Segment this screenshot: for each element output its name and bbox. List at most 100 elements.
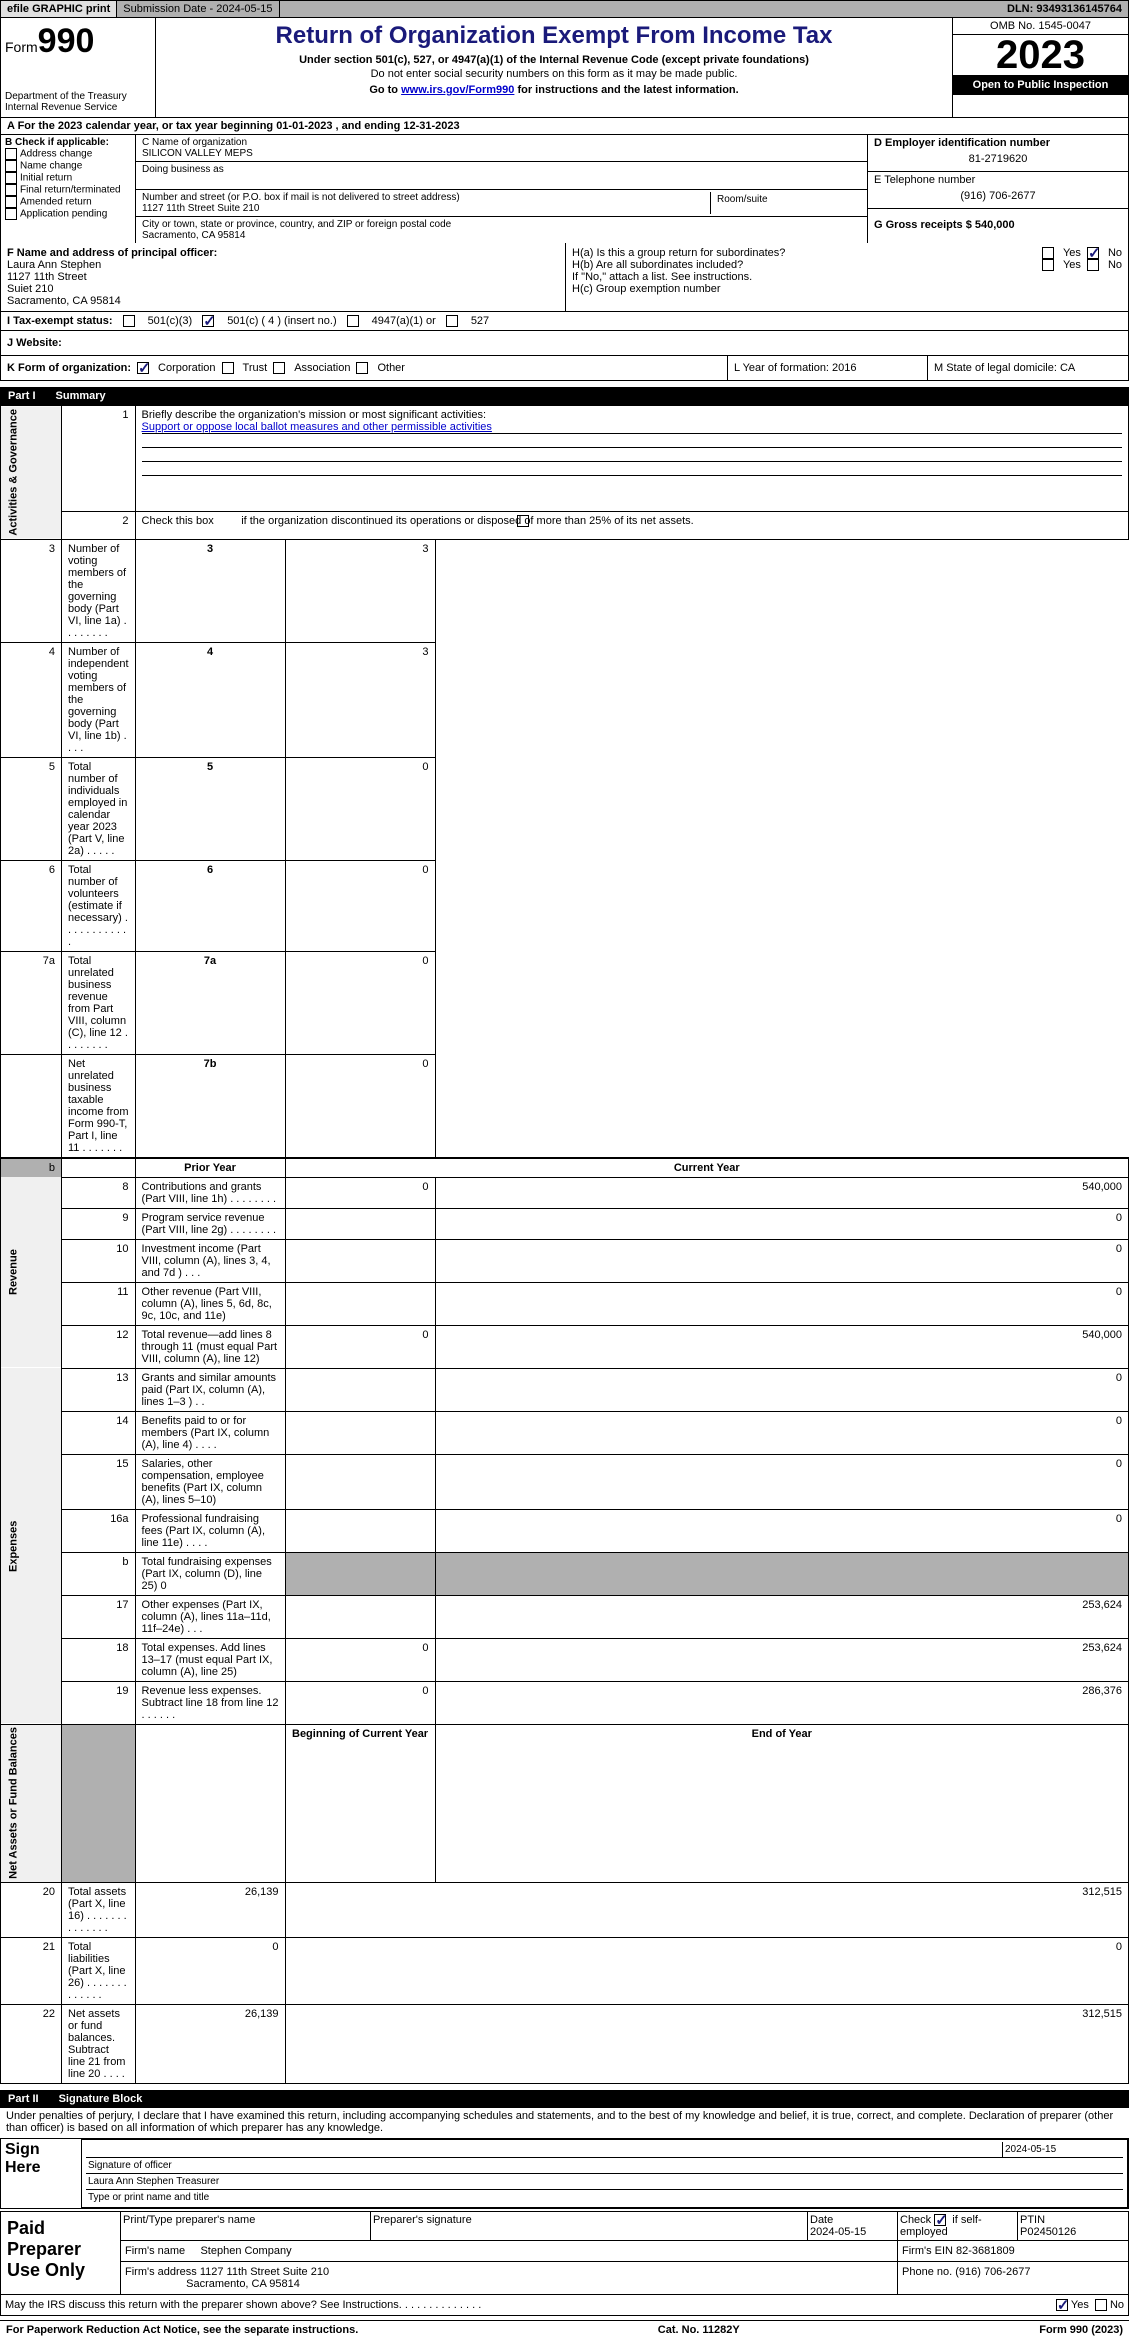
irs-link[interactable]: www.irs.gov/Form990 [401,84,514,96]
hb-note: If "No," attach a list. See instructions… [572,271,1122,283]
prior-value [285,1208,435,1239]
summary-table: Activities & Governance 1 Briefly descri… [0,405,1129,2084]
org-name: SILICON VALLEY MEPS [142,148,861,159]
k-corp[interactable] [137,362,149,374]
colb-item: Amended return [5,196,131,208]
k-trust[interactable] [222,362,234,374]
public-inspection: Open to Public Inspection [953,75,1128,95]
hb-yes[interactable] [1042,259,1054,271]
ha-yes[interactable] [1042,247,1054,259]
ptin-value: P02450126 [1020,2226,1076,2238]
end-value: 312,515 [285,2005,1128,2084]
colb-checkbox[interactable] [5,160,17,172]
tax-527[interactable] [446,315,458,327]
dln: DLN: 93493136145764 [1001,1,1128,17]
line2-text: Check this box if the organization disco… [135,512,1128,539]
prior-value [285,1454,435,1509]
tax-501c[interactable] [202,315,214,327]
summary-line: Revenue less expenses. Subtract line 18 … [135,1681,285,1724]
form-title: Return of Organization Exempt From Incom… [160,22,948,50]
colb-item: Address change [5,148,131,160]
summary-line: Net unrelated business taxable income fr… [62,1054,136,1158]
summary-line: Other revenue (Part VIII, column (A), li… [135,1282,285,1325]
officer-addr1: 1127 11th Street [7,271,559,283]
colb-checkbox[interactable] [5,148,17,160]
colb-item: Name change [5,160,131,172]
summary-line: Other expenses (Part IX, column (A), lin… [135,1595,285,1638]
prior-value [285,1239,435,1282]
street-value: 1127 11th Street Suite 210 [142,203,710,214]
colb-checkbox[interactable] [5,208,17,220]
colb-item: Final return/terminated [5,184,131,196]
part1-header: Part ISummary [0,387,1129,405]
summary-value: 0 [285,757,435,860]
summary-line: Professional fundraising fees (Part IX, … [135,1509,285,1552]
tax-year: 2023 [953,35,1128,75]
current-value: 253,624 [435,1595,1128,1638]
summary-line: Number of voting members of the governin… [62,539,136,642]
colb-checkbox[interactable] [5,184,17,196]
summary-line: Total revenue—add lines 8 through 11 (mu… [135,1325,285,1368]
name-label: C Name of organization [142,137,861,148]
current-value: 0 [435,1282,1128,1325]
summary-line: Net assets or fund balances. Subtract li… [62,2005,136,2084]
discuss-yes[interactable] [1056,2299,1068,2311]
self-emp: Check if self-employed [898,2212,1018,2240]
summary-value: 3 [285,642,435,757]
prior-value [285,1368,435,1411]
colb-item: Application pending [5,208,131,220]
summary-line: Grants and similar amounts paid (Part IX… [135,1368,285,1411]
k-other[interactable] [356,362,368,374]
summary-line: Total liabilities (Part X, line 26) . . … [62,1938,136,2005]
k-label: K Form of organization: [7,362,131,374]
firm-addr1: 1127 11th Street Suite 210 [200,2266,329,2278]
ein-label: D Employer identification number [874,137,1122,149]
f-label: F Name and address of principal officer: [7,247,559,259]
colb-checkbox[interactable] [5,196,17,208]
colb-checkbox[interactable] [5,172,17,184]
tax-501c3[interactable] [123,315,135,327]
hb-no[interactable] [1087,259,1099,271]
section-f-h: F Name and address of principal officer:… [0,243,1129,312]
officer-name: Laura Ann Stephen [7,259,559,271]
summary-line: Total number of individuals employed in … [62,757,136,860]
side-expenses: Expenses [1,1368,62,1724]
hdr-prior: Prior Year [135,1158,285,1178]
perjury-text: Under penalties of perjury, I declare th… [0,2108,1129,2136]
discuss-no[interactable] [1095,2299,1107,2311]
m-state: M State of legal domicile: CA [928,356,1128,380]
efile-print-button[interactable]: efile GRAPHIC print [1,1,117,17]
prior-value: 0 [285,1681,435,1724]
street-label: Number and street (or P.O. box if mail i… [142,192,710,203]
self-emp-checkbox[interactable] [934,2214,946,2226]
k-assoc[interactable] [273,362,285,374]
mission-text[interactable]: Support or oppose local ballot measures … [142,421,1122,434]
firm-name: Stephen Company [200,2245,291,2257]
prep-name-label: Print/Type preparer's name [121,2212,371,2240]
colb-item: Initial return [5,172,131,184]
summary-line: Program service revenue (Part VIII, line… [135,1208,285,1239]
prep-date: 2024-05-15 [810,2226,866,2238]
end-value: 0 [285,1938,1128,2005]
tax-status-row: I Tax-exempt status: 501(c)(3) 501(c) ( … [0,312,1129,331]
prior-value [285,1509,435,1552]
submission-date: Submission Date - 2024-05-15 [117,1,279,17]
line2-checkbox[interactable] [517,515,529,527]
firm-ein: Firm's EIN 82-3681809 [898,2241,1128,2261]
begin-value: 26,139 [135,2005,285,2084]
prior-value [285,1595,435,1638]
tax-4947[interactable] [347,315,359,327]
begin-value: 0 [135,1938,285,2005]
dba-label: Doing business as [142,164,861,175]
footer: For Paperwork Reduction Act Notice, see … [0,2320,1129,2339]
city-value: Sacramento, CA 95814 [142,230,861,241]
line1-label: Briefly describe the organization's miss… [142,409,486,421]
officer-addr3: Sacramento, CA 95814 [7,295,559,307]
hdr-end: End of Year [435,1724,1128,1883]
side-governance: Activities & Governance [1,406,62,540]
summary-line: Total fundraising expenses (Part IX, col… [135,1552,285,1595]
firm-phone: Phone no. (916) 706-2677 [898,2262,1128,2294]
ha-no[interactable] [1087,247,1099,259]
prior-value: 0 [285,1177,435,1208]
current-value: 0 [435,1239,1128,1282]
